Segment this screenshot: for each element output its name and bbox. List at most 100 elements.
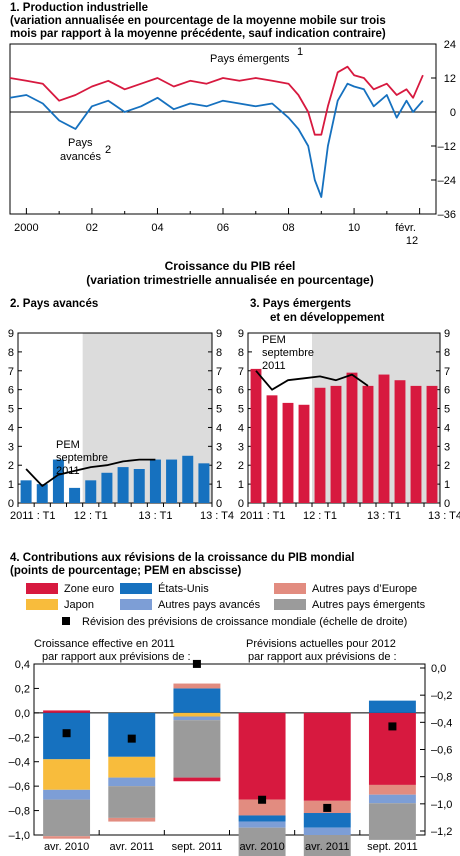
legend-label-autres-avances: Autres pays avancés (158, 599, 261, 611)
bar-segment (303, 712, 351, 801)
gdp-title: Croissance du PIB réel (164, 259, 296, 273)
bar-segment (173, 683, 221, 689)
bar-segment (173, 720, 221, 778)
x-tick-label: sept. 2011 (172, 841, 223, 853)
panel3-title-line1: 3. Pays émergents (250, 298, 352, 310)
series-label-advanced-line2: avancés (60, 151, 101, 163)
y-tick-label-left: 8 (8, 347, 14, 359)
y-tick-label-right: 1 (444, 479, 450, 491)
panel1-subtitle-line2: mois par rapport à la moyenne précédente… (10, 28, 386, 40)
y-tick-label-left: 0 (238, 498, 244, 510)
y-tick-label-right: 1 (216, 479, 222, 491)
y-tick-label-right: 3 (444, 441, 450, 453)
y-tick-label-right: 7 (216, 366, 222, 378)
y-tick-label-left: 6 (238, 385, 244, 397)
y-tick-label-left: 2 (8, 460, 14, 472)
y-tick-label-left: 4 (238, 422, 244, 434)
bar-segment (108, 786, 156, 818)
y-tick-label-left: –0,2 (9, 732, 30, 744)
series-line-emerging (9, 65, 424, 136)
panel1-title: 1. Production industrielle (10, 2, 149, 14)
y-tick-label: –12 (438, 141, 456, 153)
bar-segment (368, 794, 416, 804)
bar (85, 480, 97, 503)
bar (266, 395, 278, 503)
bar (117, 467, 129, 503)
y-tick-label-left: 5 (8, 404, 14, 416)
bar (314, 387, 326, 503)
panel3-pem-label-line1: PEM (262, 334, 286, 346)
y-tick-label: –36 (438, 209, 456, 221)
y-tick-label-right: –1,2 (431, 826, 452, 838)
y-tick-label-left: 6 (8, 385, 14, 397)
note-left-line1: Croissance effective en 2011 (34, 638, 175, 650)
panel3-pem-label-line3: 2011 (262, 360, 286, 372)
y-tick-label-left: 7 (8, 366, 14, 378)
x-tick-label: avr. 2011 (305, 841, 349, 853)
bar-segment (43, 710, 91, 713)
y-tick-label-right: 6 (216, 385, 222, 397)
y-tick-label-left: 4 (8, 422, 14, 434)
plot-frame (33, 663, 426, 836)
bar (362, 385, 374, 503)
panel3-title-line2: et en développement (270, 312, 385, 324)
y-tick-label-left: 5 (238, 404, 244, 416)
y-tick-label-right: 0 (444, 498, 450, 510)
bar-segment (303, 813, 351, 828)
y-tick-label-right: 0,0 (431, 663, 446, 675)
y-tick-label-right: 2 (216, 460, 222, 472)
y-tick-label-right: 0 (216, 498, 222, 510)
bar (198, 463, 210, 503)
legend-label-japon: Japon (64, 599, 94, 611)
x-tick-label: 13 : T1 (367, 510, 401, 522)
revision-marker (192, 659, 201, 668)
bar-segment (368, 700, 416, 713)
y-tick-label-left: 3 (8, 441, 14, 453)
y-tick-label-right: 4 (444, 422, 450, 434)
bar-segment (303, 835, 351, 856)
bar (149, 459, 161, 503)
x-tick-label: 13 : T4 (200, 510, 234, 522)
bar-segment (303, 827, 351, 835)
y-tick-label: –24 (438, 175, 456, 187)
bar-segment (108, 777, 156, 787)
bar-segment (173, 688, 221, 713)
y-tick-label-right: –0,8 (431, 772, 452, 784)
legend-zone-euro: Zone euro (26, 583, 114, 595)
pem-line (25, 458, 156, 487)
x-tick-label: 2000 (14, 222, 38, 234)
bar (410, 385, 422, 503)
legend-autres-emergents: Autres pays émergents (274, 599, 425, 611)
y-tick-label-right: 6 (444, 385, 450, 397)
y-tick-label-left: –1,0 (9, 830, 30, 842)
legend-japon: Japon (26, 599, 94, 611)
series-label-emerging: Pays émergents (210, 53, 290, 65)
bar (133, 469, 145, 503)
x-tick-label: 2011 : T1 (10, 510, 55, 522)
bar-segment (238, 712, 286, 800)
panel2-pem-label-line2: septembre (56, 452, 108, 464)
bar (346, 372, 358, 503)
bar-segment (238, 799, 286, 816)
x-tick-label: 13 : T1 (138, 510, 172, 522)
x-tick-label: sept. 2011 (367, 841, 418, 853)
bar (182, 455, 194, 503)
bar (69, 487, 81, 503)
x-tick-label: 02 (86, 222, 98, 234)
bar-segment (368, 784, 416, 795)
legend-marker-revision (62, 617, 70, 625)
y-tick-label-left: 3 (238, 441, 244, 453)
legend-autres-europe: Autres pays d’Europe (274, 583, 417, 595)
panel2-pem-label-line3: 2011 (56, 465, 80, 477)
y-tick-label-right: 9 (444, 328, 450, 340)
y-tick-label-left: –0,4 (9, 757, 30, 769)
x-tick-label: févr. (395, 222, 416, 234)
y-tick-label-left: 9 (238, 328, 244, 340)
y-tick-label-left: 9 (8, 328, 14, 340)
bar (426, 385, 438, 503)
bar-segment (238, 815, 286, 822)
y-tick-label-left: 0,0 (15, 708, 30, 720)
y-tick-label-left: 0,2 (15, 683, 30, 695)
